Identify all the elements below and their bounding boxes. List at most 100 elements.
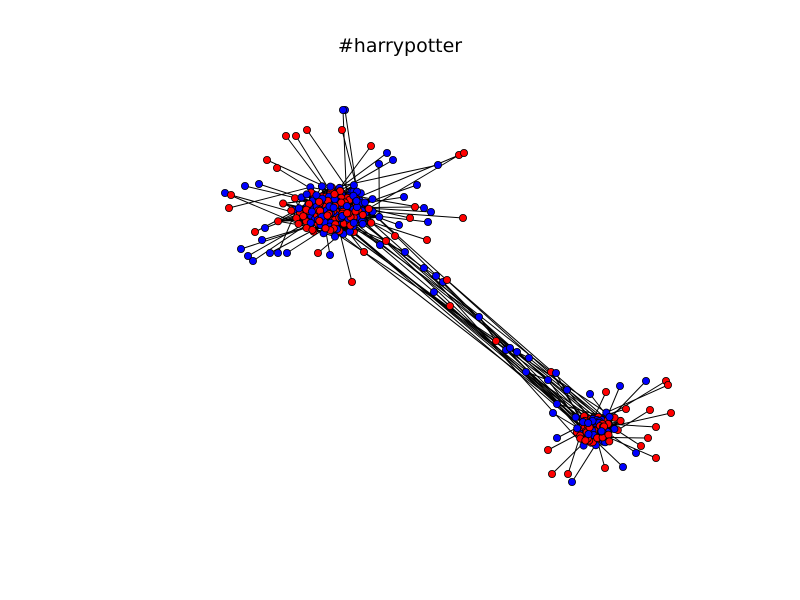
graph-node-red bbox=[323, 211, 332, 220]
graph-node-red bbox=[308, 225, 317, 234]
graph-node-red bbox=[548, 469, 557, 478]
graph-edge bbox=[342, 109, 348, 207]
graph-node-blue bbox=[388, 155, 397, 164]
graph-node-red bbox=[330, 190, 339, 199]
graph-node-blue bbox=[513, 347, 522, 356]
graph-node-blue bbox=[419, 263, 428, 272]
graph-node-red bbox=[367, 218, 376, 227]
graph-node-blue bbox=[329, 203, 338, 212]
graph-node-blue bbox=[573, 424, 582, 433]
graph-node-red bbox=[644, 433, 653, 442]
graph-node-blue bbox=[505, 343, 514, 352]
graph-node-blue bbox=[605, 412, 614, 421]
graph-node-blue bbox=[236, 244, 245, 253]
graph-node-blue bbox=[312, 191, 321, 200]
graph-node-red bbox=[652, 422, 661, 431]
graph-node-red bbox=[226, 190, 235, 199]
graph-node-blue bbox=[349, 218, 358, 227]
graph-node-red bbox=[290, 194, 299, 203]
graph-node-red bbox=[652, 453, 661, 462]
graph-node-red bbox=[616, 416, 625, 425]
graph-node-red bbox=[364, 204, 373, 213]
graph-node-red bbox=[250, 227, 259, 236]
graph-node-blue bbox=[326, 182, 335, 191]
graph-node-blue bbox=[522, 367, 531, 376]
graph-node-blue bbox=[325, 250, 334, 259]
graph-node-red bbox=[358, 210, 367, 219]
graph-node-red bbox=[664, 380, 673, 389]
graph-node-red bbox=[581, 436, 590, 445]
graph-edge bbox=[446, 279, 609, 421]
graph-node-blue bbox=[553, 399, 562, 408]
graph-node-red bbox=[224, 203, 233, 212]
graph-edge bbox=[353, 195, 599, 418]
graph-node-blue bbox=[419, 203, 428, 212]
graph-node-blue bbox=[382, 148, 391, 157]
graph-node-blue bbox=[433, 160, 442, 169]
graph-node-blue bbox=[553, 433, 562, 442]
graph-node-red bbox=[622, 404, 631, 413]
graph-node-blue bbox=[273, 248, 282, 257]
graph-node-blue bbox=[265, 248, 274, 257]
graph-node-red bbox=[646, 405, 655, 414]
graph-node-blue bbox=[616, 381, 625, 390]
graph-node-red bbox=[381, 236, 390, 245]
graph-node-red bbox=[279, 199, 288, 208]
graph-node-red bbox=[262, 155, 271, 164]
graph-edge bbox=[228, 186, 311, 209]
graph-node-blue bbox=[549, 408, 558, 417]
graph-node-red bbox=[410, 202, 419, 211]
graph-node-red bbox=[299, 212, 308, 221]
graph-node-red bbox=[422, 235, 431, 244]
graph-node-red bbox=[459, 148, 468, 157]
graph-edge bbox=[305, 212, 607, 414]
graph-node-blue bbox=[349, 181, 358, 190]
graph-node-blue bbox=[431, 271, 440, 280]
graph-node-red bbox=[343, 209, 352, 218]
graph-node-red bbox=[458, 213, 467, 222]
graph-node-red bbox=[366, 141, 375, 150]
graph-node-red bbox=[274, 217, 283, 226]
graph-node-blue bbox=[423, 217, 432, 226]
graph-node-blue bbox=[352, 196, 361, 205]
graph-node-red bbox=[315, 216, 324, 225]
graph-node-blue bbox=[360, 198, 369, 207]
graph-node-red bbox=[321, 224, 330, 233]
graph-node-blue bbox=[302, 190, 311, 199]
graph-edge bbox=[617, 409, 651, 431]
graph-node-blue bbox=[597, 427, 606, 436]
graph-edge bbox=[353, 231, 592, 431]
graph-node-blue bbox=[338, 106, 347, 115]
graph-node-red bbox=[602, 387, 611, 396]
graph-edge bbox=[358, 210, 518, 353]
graph-node-blue bbox=[429, 287, 438, 296]
graph-node-blue bbox=[584, 418, 593, 427]
graph-node-blue bbox=[563, 385, 572, 394]
graph-edge bbox=[344, 109, 358, 192]
graph-node-blue bbox=[342, 202, 351, 211]
graph-node-red bbox=[491, 336, 500, 345]
graph-node-blue bbox=[317, 182, 326, 191]
graph-node-blue bbox=[571, 413, 580, 422]
graph-node-blue bbox=[257, 235, 266, 244]
graph-node-blue bbox=[248, 256, 257, 265]
graph-node-blue bbox=[368, 195, 377, 204]
graph-node-red bbox=[294, 219, 303, 228]
graph-node-blue bbox=[568, 477, 577, 486]
graph-node-red bbox=[390, 231, 399, 240]
graph-node-blue bbox=[374, 159, 383, 168]
graph-edge bbox=[567, 435, 581, 475]
graph-node-blue bbox=[552, 368, 561, 377]
graph-node-blue bbox=[632, 448, 641, 457]
graph-node-blue bbox=[586, 389, 595, 398]
graph-node-blue bbox=[525, 353, 534, 362]
graph-node-blue bbox=[544, 375, 553, 384]
graph-node-blue bbox=[260, 223, 269, 232]
graph-node-red bbox=[302, 126, 311, 135]
graph-node-blue bbox=[243, 251, 252, 260]
graph-node-blue bbox=[474, 312, 483, 321]
graph-node-blue bbox=[254, 179, 263, 188]
graph-node-blue bbox=[294, 204, 303, 213]
